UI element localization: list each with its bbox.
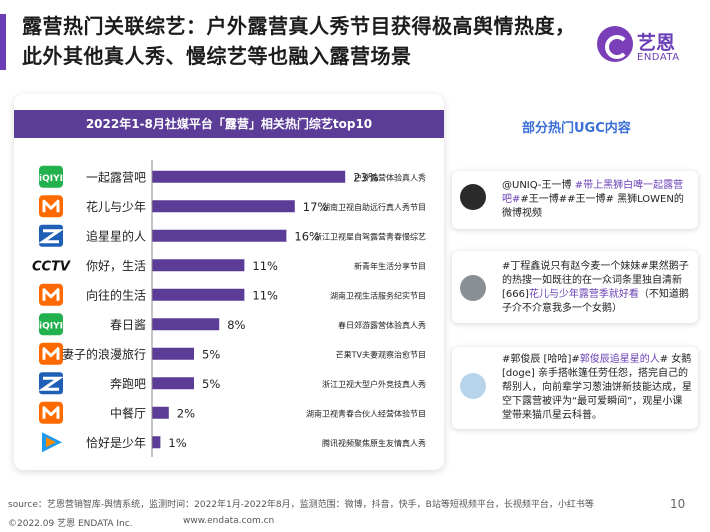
bar <box>152 288 245 301</box>
ugc-text-1-post: #王一博##王一博# 黑狮LOWEN的微博视频 <box>502 194 684 219</box>
bar-description: 湖南卫视生活服务纪实节目 <box>330 290 426 300</box>
bar <box>152 200 295 213</box>
avatar-icon <box>460 184 486 210</box>
zhejiang-tv-icon-mark <box>38 229 64 244</box>
endata-logo: 艺恩 ENDATA <box>597 26 697 66</box>
avatar-icon <box>460 275 486 301</box>
category-label: 中餐厅 <box>110 405 146 420</box>
bar-value-label: 5% <box>202 347 220 361</box>
logo-en-text: ENDATA <box>637 52 680 63</box>
category-label: 追星星的人 <box>86 228 146 243</box>
ugc-text-2: #丁程鑫说只有赵今麦一个妹妹#果然鹅子的热搜一如既往的在一众词条里独自清新[66… <box>502 260 692 316</box>
bar-value-label: 1% <box>168 436 186 450</box>
bar <box>152 436 161 449</box>
ugc-text-2-pre: #丁程鑫说只有赵今麦一个妹妹#果然鹅子的热搜一如既往的在一众词条里独自清新[66… <box>502 261 689 300</box>
ugc-section-title: 部分热门UGC内容 <box>522 121 631 136</box>
bar <box>152 170 346 183</box>
ugc-text-3: #郭俊辰 [哈哈]#郭俊辰追星星的人# 女鹅[doge] 亲手搭帐篷任劳任怨，搭… <box>502 353 692 423</box>
mango-tv-icon-mark <box>42 347 60 360</box>
ugc-text-2-post: （不知道鹅子介不介意我多一个女鹅） <box>502 289 689 314</box>
ugc-text-3-pre: #郭俊辰 [哈哈]# <box>502 354 580 365</box>
bar <box>152 347 194 360</box>
mango-tv-icon-mark <box>42 199 60 213</box>
ugc-card-2: #丁程鑫说只有赵今麦一个妹妹#果然鹅子的热搜一如既往的在一众词条里独自清新[66… <box>452 251 698 323</box>
mango-tv-icon-mark <box>42 406 60 419</box>
bar <box>152 259 245 272</box>
iqiyi-icon-label: iQIYI <box>39 321 63 331</box>
iqiyi-icon-label: iQIYI <box>39 174 63 184</box>
bar-description: 湖南卫视自助远行真人秀节目 <box>322 202 426 212</box>
bar-description: 芒果TV夫妻观察治愈节目 <box>336 349 426 359</box>
ugc-card-3: #郭俊辰 [哈哈]#郭俊辰追星星的人# 女鹅[doge] 亲手搭帐篷任劳任怨，搭… <box>452 347 698 429</box>
bar-value-label: 23% <box>353 170 379 184</box>
bar-description: 户外露营体验真人秀 <box>354 172 426 182</box>
page-number: 10 <box>670 497 686 511</box>
ugc-text-3-post: # 女鹅[doge] 亲手搭帐篷任劳任怨，搭完自己的帮别人，向前辈学习葱油饼新技… <box>502 354 692 421</box>
category-label: 向往的生活 <box>86 287 146 302</box>
cctv-icon: CCTV <box>32 259 71 274</box>
bar-value-label: 8% <box>227 318 245 332</box>
footer-copyright: ©2022.09 艺恩 ENDATA Inc. <box>8 519 133 529</box>
bar-description: 新青年生活分享节目 <box>354 261 426 271</box>
bar-value-label: 17% <box>303 200 329 214</box>
bar-value-label: 16% <box>294 229 320 243</box>
tencent-video-icon-inner <box>46 437 56 448</box>
category-label: 春日酱 <box>110 317 146 332</box>
ugc-text-3-highlight: 郭俊辰追星星的人 <box>579 354 660 365</box>
bar-description: 湖南卫视青春合伙人经营体验节目 <box>306 408 426 418</box>
avatar-icon <box>460 373 486 399</box>
ugc-text-1-pre: @UNIQ-王一博 <box>502 180 575 191</box>
ugc-card-1: @UNIQ-王一博 #带上黑狮白啤一起露营吧##王一博##王一博# 黑狮LOWE… <box>452 171 698 229</box>
ugc-text-1-highlight: #带上黑狮白啤一起露营吧# <box>502 180 684 205</box>
chart-title: 2022年1-8月社媒平台「露营」相关热门综艺top10 <box>14 110 444 138</box>
ugc-text-2-highlight: 花儿与少年露营季就好看 <box>528 289 639 300</box>
iqiyi-icon <box>39 165 63 188</box>
category-label: 妻子的浪漫旅行 <box>62 346 146 361</box>
bar <box>152 377 194 390</box>
bar-description: 春日郊游露营体验真人秀 <box>338 320 426 330</box>
category-label: 花儿与少年 <box>86 199 146 214</box>
bar-value-label: 5% <box>202 377 220 391</box>
title-accent-bar <box>0 14 6 70</box>
bar-value-label: 11% <box>252 259 278 273</box>
mango-tv-icon-mark <box>42 288 60 301</box>
page-title: 露营热门关联综艺：户外露营真人秀节目获得极高舆情热度，此外其他真人秀、慢综艺等也… <box>22 14 576 68</box>
footer-url: www.endata.com.cn <box>183 516 275 526</box>
endata-logo-icon <box>597 26 633 62</box>
category-label: 奔跑吧 <box>110 377 146 391</box>
category-label: 恰好是少年 <box>86 435 146 450</box>
bar <box>152 406 169 419</box>
iqiyi-icon <box>39 313 63 336</box>
bar-description: 浙江卫视星自驾露营青春慢综艺 <box>314 231 426 241</box>
bar-description: 浙江卫视大型户外竞技真人秀 <box>322 379 426 389</box>
category-label: 一起露营吧 <box>86 170 146 184</box>
category-label: 你好，生活 <box>86 259 146 273</box>
bar-description: 腾讯视频聚焦原生友情真人秀 <box>322 438 426 448</box>
bar <box>152 318 220 331</box>
ugc-text-1: @UNIQ-王一博 #带上黑狮白啤一起露营吧##王一博##王一博# 黑狮LOWE… <box>502 179 692 221</box>
bar-value-label: 2% <box>177 406 195 420</box>
footer-source: source：艺恩营销智库-舆情系统，监测时间：2022年1月-2022年8月，… <box>8 500 594 510</box>
bar <box>152 229 287 242</box>
chart-card: iQIYI 一起露营吧 23% 户外露营体验真人秀花儿与少年 17% 湖南卫视自助远行真人… <box>14 94 444 470</box>
zhejiang-tv-icon-mark <box>38 376 64 391</box>
bar-value-label: 11% <box>252 288 278 302</box>
logo-cn-text: 艺恩 <box>637 32 676 54</box>
